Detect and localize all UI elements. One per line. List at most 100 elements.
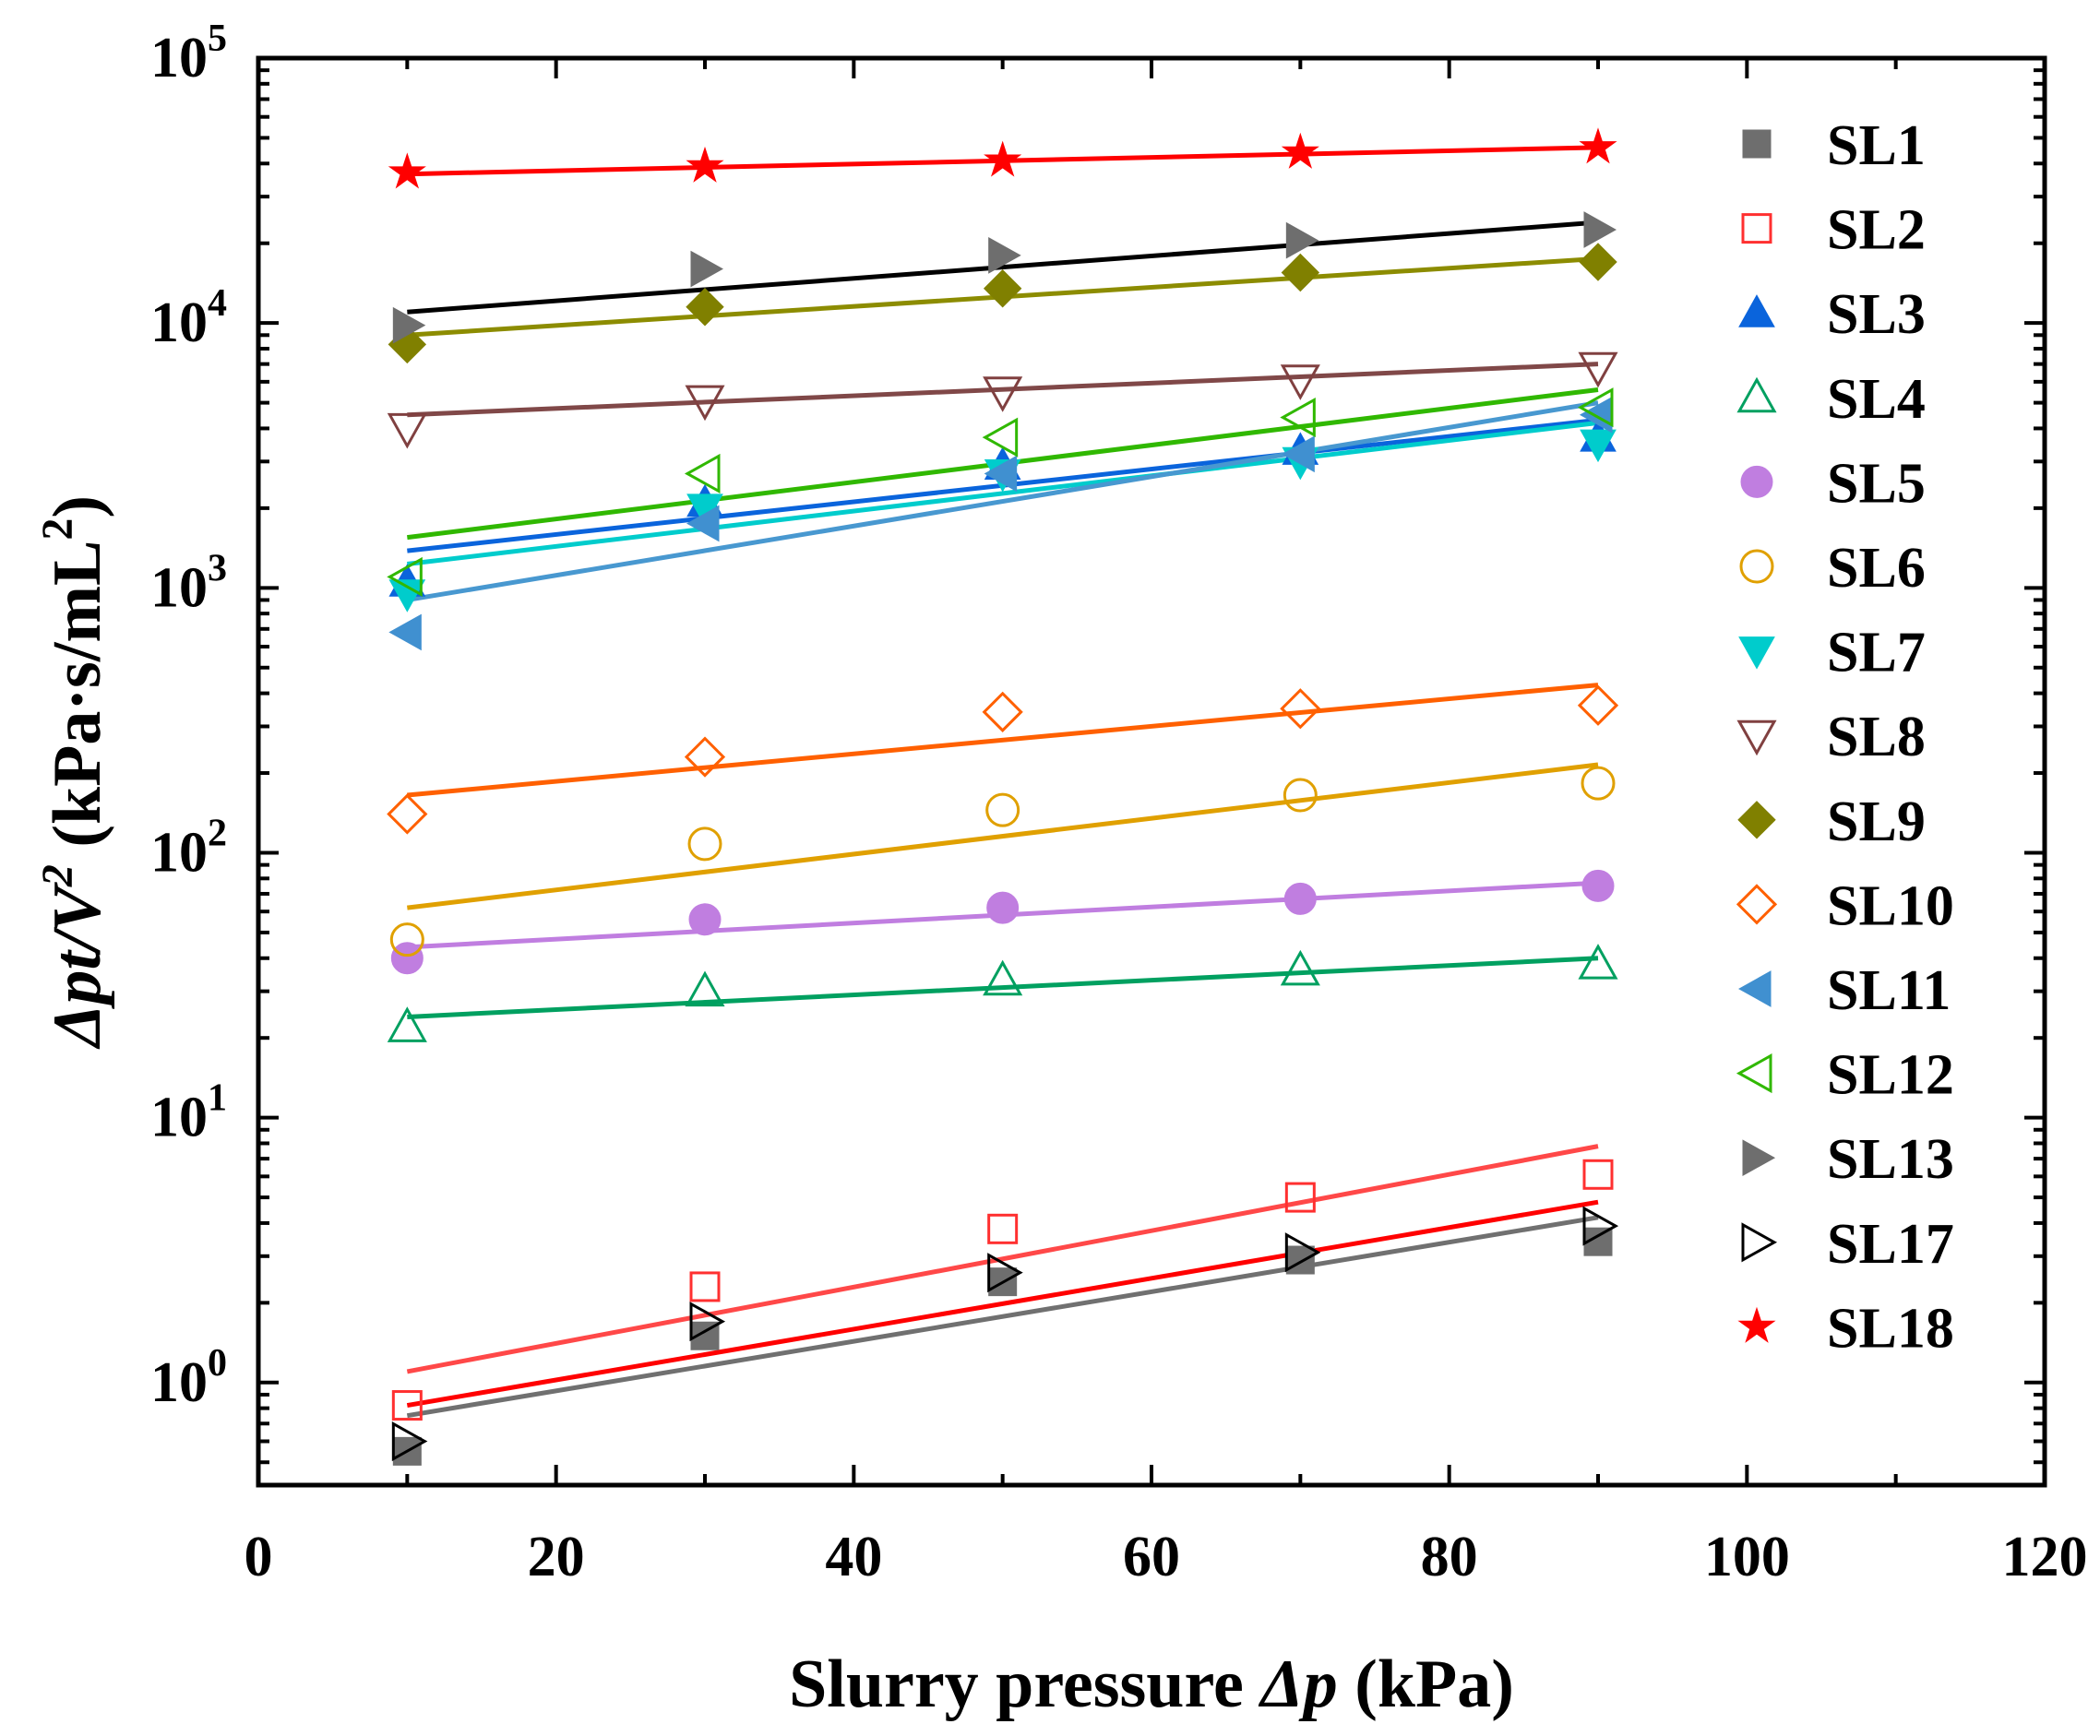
point-sl9 [1579, 243, 1617, 281]
fit-line-sl10 [407, 683, 1599, 798]
legend-marker [1737, 801, 1776, 839]
point-sl11 [1282, 435, 1315, 473]
fit-lines [406, 145, 1599, 1419]
point-sl8 [983, 376, 1023, 412]
point-sl10 [684, 736, 726, 778]
point-sl13 [1285, 221, 1319, 259]
y-tick-label: 101 [150, 1077, 227, 1149]
legend-item-sl4: SL4 [1736, 368, 1926, 431]
legend-label: SL9 [1827, 791, 1926, 853]
fit-line-sl2 [406, 1144, 1599, 1374]
x-tick-label: 40 [825, 1526, 882, 1588]
point-sl9 [983, 269, 1022, 308]
x-tick-label: 120 [2002, 1526, 2088, 1588]
legend-item-sl2: SL2 [1741, 199, 1926, 262]
point-sl9 [686, 288, 724, 327]
x-tick-label: 0 [245, 1526, 273, 1588]
legend-item-sl5: SL5 [1740, 452, 1926, 515]
point-sl13 [988, 237, 1021, 274]
x-tick-label: 80 [1421, 1526, 1478, 1588]
point-sl5 [1581, 869, 1615, 902]
legend-label: SL17 [1827, 1213, 1954, 1276]
legend-marker [1741, 1222, 1778, 1263]
y-tick-label: 103 [150, 547, 227, 619]
point-sl2 [689, 1271, 721, 1302]
legend-label: SL5 [1827, 452, 1926, 515]
legend-item-sl1: SL1 [1742, 114, 1926, 177]
x-tick-label: 100 [1704, 1526, 1790, 1588]
legend-label: SL7 [1827, 622, 1926, 684]
legend-item-sl8: SL8 [1736, 706, 1926, 768]
legend-item-sl10: SL10 [1736, 874, 1954, 937]
point-sl12 [982, 417, 1019, 458]
point-sl8 [1280, 364, 1320, 400]
y-tick-labels: 100 101 102 103 104 105 [150, 18, 227, 1414]
point-sl6 [1581, 766, 1616, 801]
legend-item-sl9: SL9 [1737, 791, 1926, 853]
legend-item-sl17: SL17 [1741, 1213, 1954, 1276]
point-sl9 [1281, 253, 1320, 292]
y-tick-label: 104 [150, 282, 227, 354]
point-sl12 [684, 453, 721, 494]
legend-marker [1738, 636, 1775, 670]
legend-marker [1736, 719, 1777, 756]
legend-marker [1736, 884, 1778, 925]
point-sl1 [1285, 1245, 1315, 1275]
y-tick-label: 100 [150, 1342, 227, 1414]
point-sl5 [688, 903, 722, 936]
point-sl5 [390, 942, 424, 975]
legend-label: SL12 [1827, 1044, 1954, 1107]
legend-label: SL11 [1827, 959, 1951, 1022]
x-tick-labels: 0 20 40 60 80 100 120 [245, 1526, 2088, 1588]
point-sl8 [685, 385, 725, 422]
point-sl11 [388, 613, 422, 651]
point-sl2 [1582, 1159, 1614, 1190]
point-sl4 [983, 959, 1023, 996]
point-sl17 [1582, 1206, 1619, 1246]
fit-line-sl6 [407, 762, 1599, 910]
y-tick-label: 105 [150, 18, 227, 89]
point-sl13 [392, 306, 426, 344]
point-sl10 [982, 691, 1023, 732]
point-sl12 [1280, 397, 1316, 438]
point-sl10 [387, 793, 428, 835]
point-sl5 [986, 891, 1020, 924]
point-sl6 [985, 792, 1020, 827]
point-sl11 [686, 505, 720, 542]
fit-line-sl13 [407, 220, 1599, 315]
data-points [387, 127, 1619, 1466]
point-sl2 [987, 1213, 1019, 1244]
legend-marker [1740, 465, 1773, 498]
legend-marker [1742, 129, 1772, 159]
point-sl18 [388, 152, 426, 189]
point-sl4 [387, 1006, 427, 1042]
point-sl4 [685, 970, 725, 1007]
legend-label: SL13 [1827, 1128, 1954, 1191]
y-axis-label: Δpt/V2 (kPa·s/mL2) [33, 495, 115, 1050]
legend-marker [1742, 1139, 1776, 1177]
legend-item-sl6: SL6 [1739, 537, 1926, 600]
point-sl10 [1280, 688, 1321, 730]
x-axis-label: Slurry pressure Δp (kPa) [789, 1647, 1514, 1722]
legend-item-sl13: SL13 [1742, 1128, 1954, 1191]
legend-item-sl18: SL18 [1737, 1297, 1954, 1360]
point-sl17 [987, 1253, 1023, 1293]
legend-label: SL3 [1827, 283, 1926, 346]
legend-label: SL10 [1827, 874, 1954, 937]
legend-label: SL2 [1827, 199, 1926, 262]
legend-marker [1738, 294, 1775, 327]
point-sl7 [388, 579, 426, 612]
legend-label: SL6 [1827, 537, 1926, 600]
legend-marker [1741, 213, 1772, 244]
y-tick-label: 102 [150, 812, 227, 884]
fit-line-sl7 [407, 420, 1599, 566]
legend-label: SL1 [1827, 114, 1926, 177]
point-sl17 [689, 1302, 726, 1342]
legend-label: SL8 [1827, 706, 1926, 768]
point-sl5 [1283, 882, 1317, 915]
fit-line-sl1 [406, 1215, 1599, 1419]
legend-item-sl7: SL7 [1738, 622, 1926, 684]
point-sl18 [1281, 132, 1319, 169]
axis-ticks [257, 56, 2046, 1485]
